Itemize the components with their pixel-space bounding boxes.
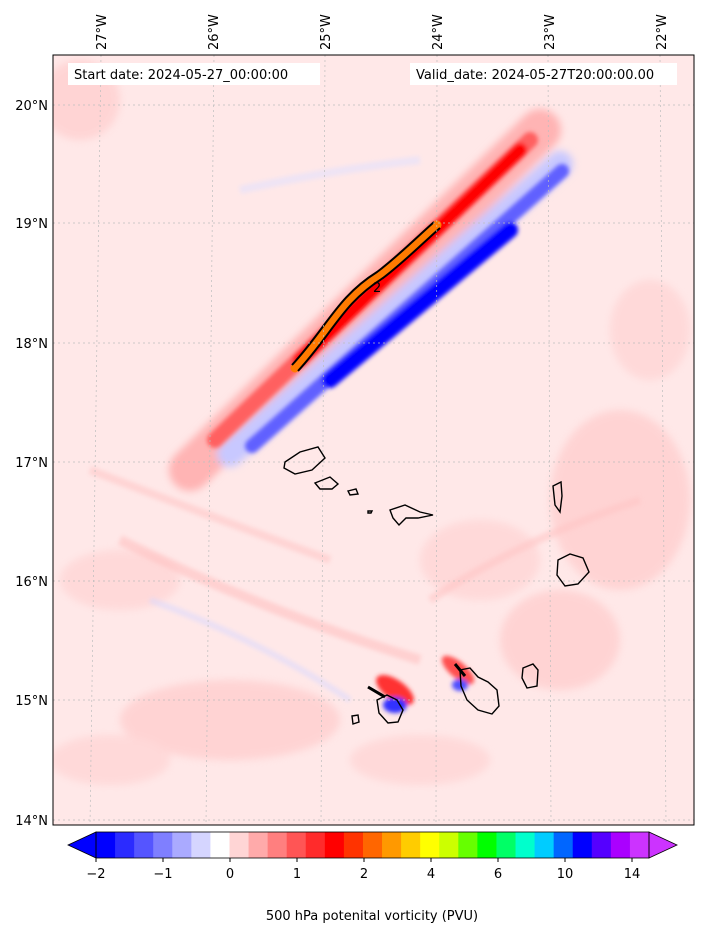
lat-label: 17°N (15, 456, 48, 471)
colorbar-cell (362, 832, 383, 858)
colorbar: −2 −1 0 1 2 4 6 10 14 500 hPa potenital … (67, 831, 678, 924)
lon-label: 22°W (655, 14, 670, 50)
colorbar-cell (458, 832, 478, 858)
colorbar-cell (305, 832, 326, 858)
colorbar-cell (210, 832, 230, 858)
island-sal (552, 480, 563, 514)
colorbar-tick-label: 6 (494, 867, 502, 882)
colorbar-extend-min (67, 831, 97, 859)
colorbar-frame (95, 831, 650, 859)
graticule (53, 55, 694, 825)
colorbar-cell (534, 832, 555, 858)
colorbar-cell (153, 832, 173, 858)
colorbar-cell (343, 832, 364, 858)
contour-label: 2 (373, 281, 381, 296)
island-fogo (376, 694, 404, 724)
colorbar-cell (401, 832, 421, 858)
island-santo-antao (283, 446, 326, 475)
colorbar-cell (286, 832, 307, 858)
dipole-contour-east (453, 663, 467, 677)
colorbar-extend-max (648, 831, 678, 859)
lon-label: 27°W (95, 14, 110, 50)
valid-date-box (410, 63, 677, 85)
colorbar-tick-label: 0 (226, 867, 234, 882)
pv-streaks (88, 156, 642, 703)
colorbar-cell (248, 832, 269, 858)
island-sao-nicolau (389, 504, 434, 527)
lat-label: 14°N (15, 814, 48, 829)
lon-labels: 27°W 26°W 25°W 24°W 23°W 22°W (95, 14, 670, 50)
start-date-box (68, 63, 320, 85)
colorbar-ticks (95, 858, 633, 862)
island-santiago (459, 667, 500, 715)
lat-label: 16°N (15, 575, 48, 590)
lat-label: 20°N (15, 99, 48, 114)
colorbar-title: 500 hPa potenital vorticity (PVU) (266, 909, 478, 924)
colorbar-cell (191, 832, 211, 858)
colorbar-cell (610, 832, 631, 858)
colorbar-tick-label: 1 (293, 867, 301, 882)
lat-label: 19°N (15, 217, 48, 232)
lon-label: 23°W (543, 14, 558, 50)
lat-label: 15°N (15, 694, 48, 709)
colorbar-tick-label: 10 (557, 867, 574, 882)
colorbar-cell (267, 832, 288, 858)
pv-island-dipoles (376, 655, 475, 713)
colorbar-tick-label: 14 (624, 867, 641, 882)
map-frame (52, 54, 695, 826)
pv-contour-upper (291, 221, 435, 366)
colorbar-cell (553, 832, 574, 858)
colorbar-cell (134, 832, 154, 858)
colorbar-cell (172, 832, 192, 858)
colorbar-cell (591, 832, 612, 858)
colorbar-tick-label: −2 (86, 867, 105, 882)
colorbar-cell (382, 832, 402, 858)
island-sao-vicente (313, 476, 340, 490)
colorbar-cells (96, 832, 650, 858)
pv-contour-lower (297, 227, 441, 372)
lon-label: 24°W (431, 14, 446, 50)
lon-label: 25°W (319, 14, 334, 50)
island-maio (521, 663, 539, 689)
colorbar-tick-label: −1 (153, 867, 172, 882)
coastlines (283, 446, 590, 725)
start-date-label: Start date: 2024-05-27_00:00:00 (74, 68, 288, 83)
islet (367, 510, 374, 514)
dipole-contour-west (367, 685, 386, 699)
colorbar-cell (496, 832, 517, 858)
lat-labels: 20°N 19°N 18°N 17°N 16°N 15°N 14°N (15, 99, 48, 829)
island-boa-vista (556, 553, 590, 587)
pv-field: 2 (53, 55, 694, 825)
colorbar-cell (420, 832, 440, 858)
valid-date-label: Valid_date: 2024-05-27T20:00:00.00 (416, 68, 654, 83)
colorbar-tick-label: 2 (360, 867, 368, 882)
colorbar-cell (572, 832, 593, 858)
island-brava (351, 714, 360, 725)
colorbar-cell (229, 832, 250, 858)
lon-label: 26°W (207, 14, 222, 50)
lat-label: 18°N (15, 337, 48, 352)
colorbar-cell (515, 832, 536, 858)
island-santa-luzia (346, 488, 359, 496)
pv-max-ribbon (290, 220, 442, 373)
colorbar-cell (477, 832, 497, 858)
colorbar-cell (439, 832, 459, 858)
colorbar-cell (96, 832, 116, 858)
colorbar-cell (324, 832, 345, 858)
colorbar-cell (115, 832, 135, 858)
colorbar-tick-label: 4 (427, 867, 435, 882)
colorbar-cell (629, 832, 650, 858)
